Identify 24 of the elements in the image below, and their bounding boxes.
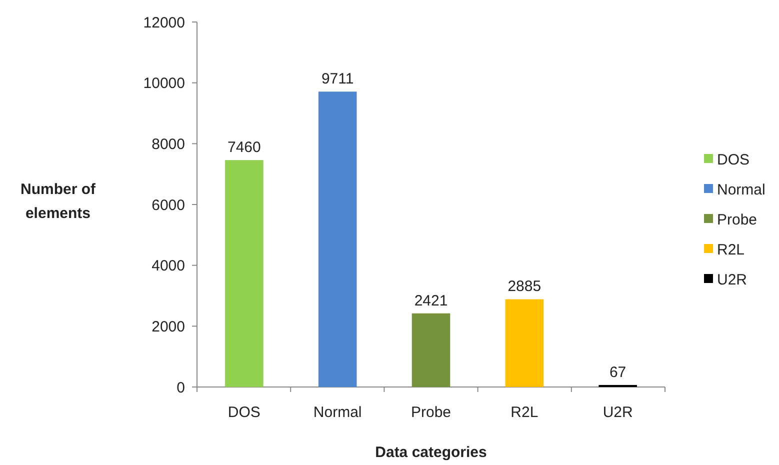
x-tick-label: Probe (410, 404, 452, 421)
y-tick-label: 0 (176, 379, 185, 396)
data-label: 2421 (414, 292, 448, 310)
y-tick-label: 6000 (152, 196, 185, 214)
y-tick-label: 8000 (152, 136, 185, 153)
x-tick-label: Normal (313, 404, 362, 421)
data-label: 2885 (508, 278, 542, 296)
legend-label: U2R (717, 271, 748, 288)
legend-label: R2L (717, 241, 745, 258)
y-tick-label: 2000 (152, 318, 185, 336)
y-axis-title: Number of elements (20, 181, 97, 222)
x-tick-label: DOS (228, 404, 260, 421)
x-tick-label: R2L (510, 404, 538, 421)
data-label: 9711 (321, 70, 354, 88)
legend-label: Probe (717, 211, 758, 228)
y-tick-label: 10000 (143, 75, 185, 92)
x-tick-label: U2R (602, 404, 633, 421)
y-tick-label: 4000 (152, 258, 185, 275)
x-axis-title: Data categories (375, 444, 487, 461)
legend-label: DOS (717, 151, 750, 168)
legend-label: Normal (717, 181, 766, 198)
data-label: 67 (609, 364, 626, 381)
data-label: 7460 (227, 139, 261, 156)
y-tick-label: 12000 (143, 14, 185, 32)
